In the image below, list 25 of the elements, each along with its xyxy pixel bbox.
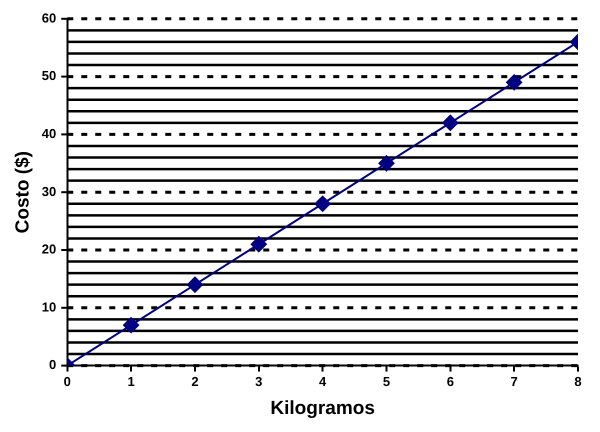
- x-tick-label: 1: [127, 374, 135, 389]
- point: [250, 236, 267, 252]
- point: [378, 155, 394, 172]
- x-tick-label: 7: [510, 374, 518, 389]
- point: [506, 74, 522, 90]
- x-tick-label: 8: [574, 374, 582, 389]
- y-tick-label: 20: [42, 242, 56, 257]
- x-tick-label: 4: [319, 374, 328, 389]
- point: [123, 317, 140, 334]
- y-axis-title: Costo ($): [12, 151, 34, 234]
- y-tick-label: 0: [49, 357, 56, 372]
- y-tick-label: 10: [42, 299, 56, 314]
- point: [314, 196, 331, 212]
- y-tick-label: 50: [42, 68, 56, 84]
- y-tick-label: 30: [42, 184, 56, 199]
- y-tick-label: 40: [42, 126, 56, 141]
- x-tick-label: 0: [64, 374, 71, 389]
- x-tick-label: 3: [255, 374, 262, 389]
- x-tick-label: 2: [191, 374, 199, 389]
- y-tick-label: 60: [42, 10, 56, 26]
- x-tick-label: 5: [382, 374, 390, 389]
- x-axis-title: Kilogramos: [270, 398, 375, 419]
- point: [442, 114, 458, 131]
- x-tick-label: 6: [446, 374, 454, 389]
- point: [186, 276, 203, 293]
